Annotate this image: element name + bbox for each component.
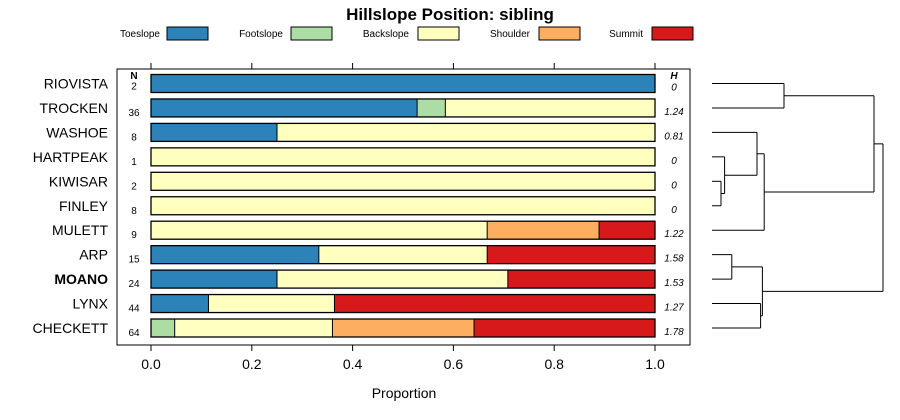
legend-swatch-summit	[651, 26, 694, 41]
h-header: H	[670, 71, 678, 82]
bar-arp-summit	[487, 245, 655, 264]
bar-checkett-shoulder	[332, 319, 475, 337]
category-label-mulett: MULETT	[52, 222, 108, 238]
h-value: 0	[671, 156, 677, 167]
category-label-finley: FINLEY	[59, 198, 109, 214]
x-tick-label: 1.0	[645, 356, 665, 372]
h-value: 1.24	[664, 107, 684, 118]
h-value: 0	[671, 180, 677, 191]
legend-label-shoulder: Shoulder	[490, 29, 531, 40]
h-value: 1.58	[664, 254, 684, 265]
bar-riovista-toeslope	[151, 74, 655, 93]
x-tick-label: 0.6	[444, 356, 464, 372]
bar-arp-toeslope	[151, 245, 319, 264]
legend-swatch-backslope	[417, 26, 460, 41]
n-value: 2	[131, 181, 137, 192]
bar-checkett-summit	[474, 319, 655, 337]
x-tick-label: 0.2	[242, 356, 262, 372]
legend-label-backslope: Backslope	[363, 29, 410, 40]
h-value: 1.78	[664, 327, 684, 338]
category-label-kiwisar: KIWISAR	[49, 173, 108, 189]
n-value: 8	[131, 132, 137, 143]
h-value: 1.27	[664, 303, 684, 314]
n-value: 44	[128, 304, 140, 315]
bar-moano-backslope	[277, 270, 508, 289]
bar-washoe-toeslope	[151, 123, 277, 142]
h-value: 1.22	[664, 229, 684, 240]
bar-outline-finley	[150, 196, 656, 216]
bar-moano-toeslope	[151, 270, 277, 289]
legend: Toeslope Footslope Backslope Shoulder Summit	[120, 26, 694, 41]
category-label-washoe: WASHOE	[46, 124, 108, 140]
bar-washoe-backslope	[277, 123, 655, 142]
bar-moano-summit	[507, 270, 655, 289]
h-value: 1.53	[664, 278, 684, 289]
bar-outline-arp	[150, 244, 656, 265]
h-value: 0	[671, 205, 677, 216]
bar-hartpeak-backslope	[151, 147, 655, 166]
bar-outline-hartpeak	[150, 147, 656, 167]
bar-checkett-footslope	[151, 319, 175, 337]
category-label-riovista: RIOVISTA	[44, 76, 109, 92]
bar-lynx-toeslope	[151, 294, 209, 313]
category-label-checkett: CHECKETT	[33, 320, 109, 336]
category-label-lynx: LYNX	[72, 296, 108, 312]
bar-outline-moano	[150, 269, 656, 289]
bar-finley-backslope	[151, 196, 655, 215]
bar-outline-riovista	[150, 73, 656, 94]
x-tick-label: 0.0	[141, 356, 161, 372]
legend-label-footslope: Footslope	[239, 29, 283, 40]
category-label-arp: ARP	[79, 247, 108, 263]
legend-label-summit: Summit	[609, 29, 643, 40]
n-value: 9	[131, 230, 137, 241]
n-value: 36	[128, 108, 140, 119]
bar-trocken-toeslope	[151, 98, 418, 117]
n-value: 2	[131, 82, 137, 93]
bar-arp-backslope	[318, 245, 488, 264]
bar-outline-checkett	[150, 318, 656, 338]
legend-swatch-toeslope	[166, 26, 209, 41]
n-value: 15	[128, 255, 140, 266]
bar-outline-lynx	[150, 293, 656, 314]
bar-outline-washoe	[150, 122, 656, 143]
n-value: 64	[128, 328, 140, 339]
x-axis-title: Proportion	[372, 385, 437, 401]
plot-frame	[116, 68, 691, 346]
category-label-trocken: TROCKEN	[40, 100, 108, 116]
legend-label-toeslope: Toeslope	[120, 29, 160, 40]
bar-mulett-backslope	[151, 221, 488, 240]
n-header: N	[130, 71, 137, 82]
category-label-moano: MOANO	[54, 271, 108, 287]
bar-mulett-summit	[599, 221, 655, 240]
bar-mulett-shoulder	[487, 221, 600, 240]
bar-outline-mulett	[150, 220, 656, 240]
dendrogram	[712, 83, 884, 329]
bar-outline-kiwisar	[150, 171, 656, 191]
chart-title: Hillslope Position: sibling	[346, 5, 554, 24]
n-value: 8	[131, 206, 137, 217]
bar-trocken-backslope	[445, 98, 655, 117]
n-value: 1	[131, 157, 137, 168]
bar-kiwisar-backslope	[151, 172, 655, 191]
x-tick-label: 0.4	[343, 356, 363, 372]
n-value: 24	[128, 279, 140, 290]
legend-swatch-footslope	[290, 26, 333, 41]
x-tick-label: 0.8	[544, 356, 564, 372]
h-value: 0	[671, 83, 677, 94]
plot-area: 0.0 0.2 0.4 0.6 0.8 1.0 N H RIOVISTA 2 0 TROCKEN 36 1…	[33, 63, 691, 372]
legend-swatch-shoulder	[538, 26, 581, 41]
bar-outline-trocken	[150, 98, 656, 118]
bar-lynx-summit	[334, 294, 655, 313]
h-value: 0.81	[664, 131, 683, 142]
bar-trocken-footslope	[417, 98, 446, 117]
bar-checkett-backslope	[174, 319, 333, 337]
bar-lynx-backslope	[208, 294, 335, 313]
category-label-hartpeak: HARTPEAK	[33, 149, 109, 165]
